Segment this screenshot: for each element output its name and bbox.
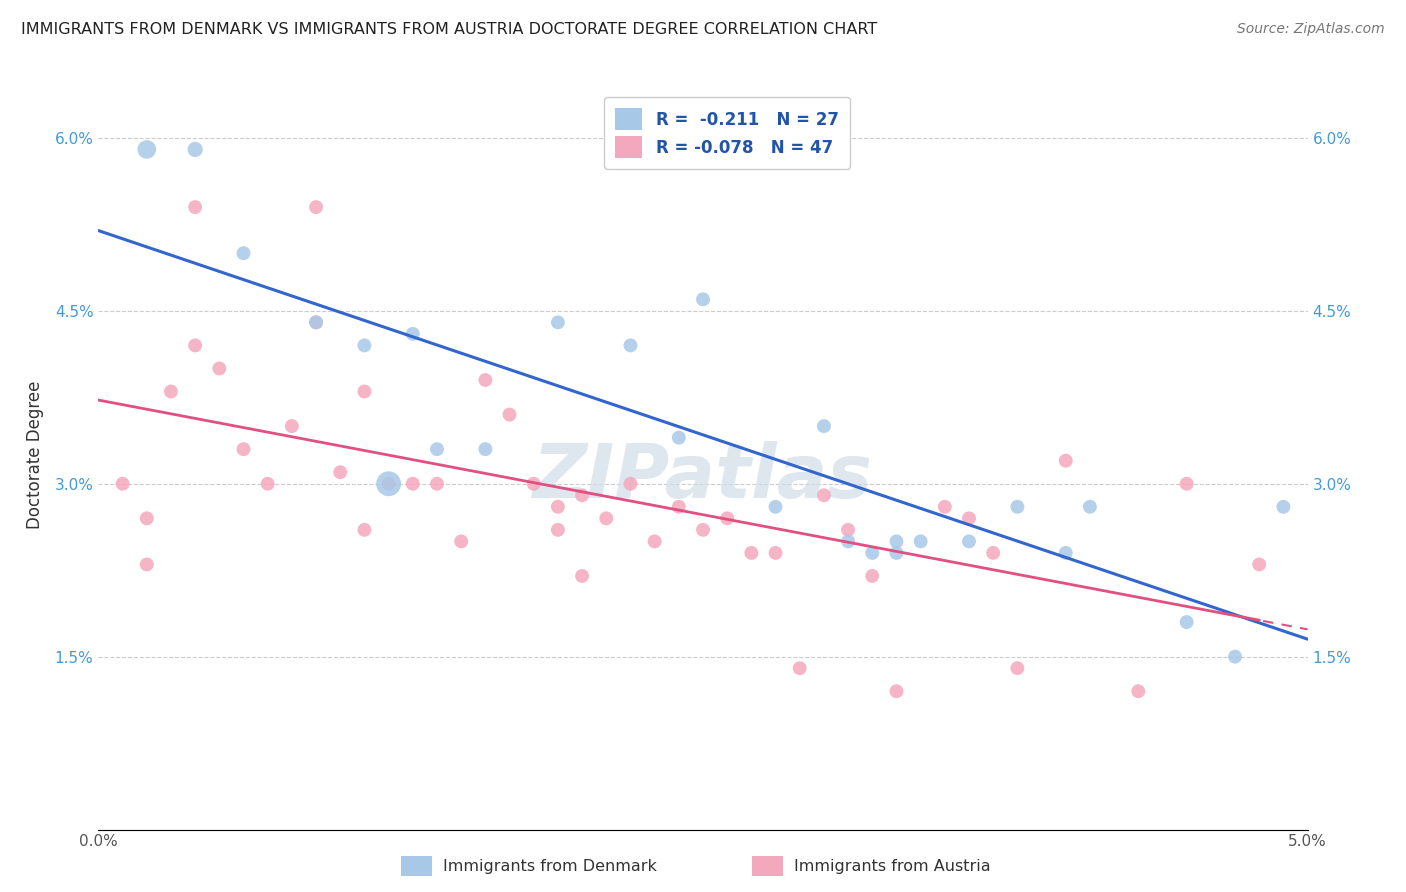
- Point: [1223, 649, 1246, 664]
- Point: [547, 315, 569, 329]
- Point: [547, 523, 569, 537]
- Point: [329, 465, 352, 479]
- Point: [402, 476, 425, 491]
- Point: [474, 442, 496, 457]
- Point: [547, 500, 569, 514]
- Point: [595, 511, 617, 525]
- Point: [837, 523, 859, 537]
- Point: [692, 523, 714, 537]
- Point: [281, 419, 304, 434]
- Text: IMMIGRANTS FROM DENMARK VS IMMIGRANTS FROM AUSTRIA DOCTORATE DEGREE CORRELATION : IMMIGRANTS FROM DENMARK VS IMMIGRANTS FR…: [21, 22, 877, 37]
- Point: [402, 326, 425, 341]
- Point: [111, 476, 134, 491]
- Text: Immigrants from Austria: Immigrants from Austria: [794, 859, 991, 873]
- Y-axis label: Doctorate Degree: Doctorate Degree: [25, 381, 44, 529]
- Point: [1128, 684, 1150, 698]
- Point: [1175, 476, 1198, 491]
- Point: [498, 408, 520, 422]
- Point: [644, 534, 666, 549]
- Point: [232, 442, 254, 457]
- Point: [668, 431, 690, 445]
- Point: [377, 476, 399, 491]
- Point: [1249, 558, 1271, 572]
- Point: [716, 511, 738, 525]
- Point: [765, 500, 787, 514]
- Point: [377, 476, 399, 491]
- Point: [957, 511, 980, 525]
- Point: [981, 546, 1004, 560]
- Legend: R =  -0.211   N = 27, R = -0.078   N = 47: R = -0.211 N = 27, R = -0.078 N = 47: [605, 97, 851, 169]
- Point: [860, 569, 883, 583]
- Point: [1007, 500, 1029, 514]
- Point: [184, 338, 207, 352]
- Point: [353, 523, 375, 537]
- Point: [232, 246, 254, 260]
- Point: [353, 338, 375, 352]
- Point: [886, 546, 908, 560]
- Point: [837, 534, 859, 549]
- Point: [619, 476, 641, 491]
- Point: [789, 661, 811, 675]
- Point: [305, 315, 328, 329]
- Point: [571, 569, 593, 583]
- Text: Source: ZipAtlas.com: Source: ZipAtlas.com: [1237, 22, 1385, 37]
- Point: [692, 293, 714, 307]
- Point: [135, 558, 157, 572]
- Point: [765, 546, 787, 560]
- Point: [450, 534, 472, 549]
- Point: [256, 476, 278, 491]
- Point: [1054, 546, 1077, 560]
- Point: [353, 384, 375, 399]
- Point: [184, 143, 207, 157]
- Point: [1272, 500, 1295, 514]
- Point: [910, 534, 932, 549]
- Point: [957, 534, 980, 549]
- Point: [305, 200, 328, 214]
- Point: [813, 419, 835, 434]
- Point: [208, 361, 231, 376]
- Point: [860, 546, 883, 560]
- Point: [886, 684, 908, 698]
- Point: [668, 500, 690, 514]
- Point: [523, 476, 546, 491]
- Point: [426, 476, 449, 491]
- Point: [135, 143, 157, 157]
- Point: [619, 338, 641, 352]
- Point: [305, 315, 328, 329]
- Point: [886, 534, 908, 549]
- Text: ZIPatlas: ZIPatlas: [533, 441, 873, 514]
- Point: [571, 488, 593, 502]
- Point: [426, 442, 449, 457]
- Point: [740, 546, 762, 560]
- Point: [1175, 615, 1198, 629]
- Point: [934, 500, 956, 514]
- Point: [474, 373, 496, 387]
- Point: [1054, 453, 1077, 467]
- Point: [813, 488, 835, 502]
- Text: Immigrants from Denmark: Immigrants from Denmark: [443, 859, 657, 873]
- Point: [1007, 661, 1029, 675]
- Point: [160, 384, 183, 399]
- Point: [1078, 500, 1101, 514]
- Point: [135, 511, 157, 525]
- Point: [184, 200, 207, 214]
